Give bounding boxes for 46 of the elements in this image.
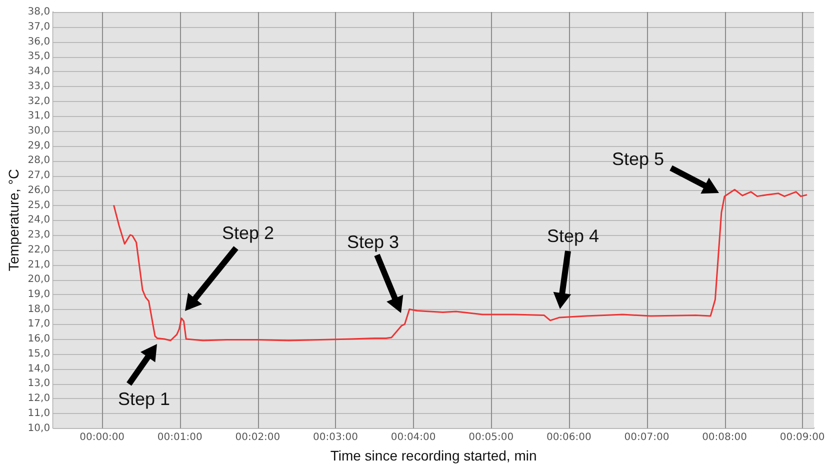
annotation: Step 5 — [612, 148, 664, 169]
y-tick-label: 37,0 — [28, 21, 50, 32]
annotation: Step 4 — [546, 226, 600, 246]
annotation: Step 2 — [222, 222, 274, 243]
x-tick-label: 00:09:00 — [780, 432, 825, 443]
y-tick-label: 27,0 — [28, 170, 50, 182]
x-tick-label: 00:03:00 — [313, 432, 358, 443]
x-tick-label: 00:07:00 — [624, 432, 670, 443]
y-tick-label: 30,0 — [28, 126, 50, 137]
y-tick-label: 21,0 — [28, 259, 50, 270]
x-tick-label: 00:06:00 — [546, 432, 592, 443]
y-tick-label: 17,0 — [28, 318, 50, 330]
y-tick-label: 14,0 — [28, 363, 50, 374]
y-tick-label: 18,0 — [28, 304, 50, 315]
y-tick-label: 33,0 — [28, 80, 50, 92]
y-tick-label: 26,0 — [28, 184, 50, 196]
y-tick-label: 32,0 — [28, 96, 50, 107]
y-tick-label: 19,0 — [28, 289, 50, 300]
x-tick-label: 00:00:00 — [80, 432, 125, 443]
x-tick-label: 00:01:00 — [157, 432, 202, 443]
x-tick-label: 00:05:00 — [468, 432, 514, 443]
y-tick-label: 36,0 — [28, 36, 50, 48]
x-tick-label: 00:08:00 — [702, 432, 747, 443]
x-tick-label: 00:04:00 — [390, 432, 436, 443]
y-tick-label: 34,0 — [28, 66, 50, 78]
y-tick-label: 35,0 — [28, 51, 50, 62]
y-tick-label: 22,0 — [28, 244, 50, 256]
y-tick-label: 31,0 — [28, 110, 50, 122]
x-tick-label: 00:02:00 — [235, 432, 280, 443]
y-tick-label: 23,0 — [28, 230, 50, 241]
y-tick-label: 29,0 — [28, 140, 50, 152]
annotation: Step 3 — [346, 232, 400, 252]
y-tick-label: 24,0 — [28, 214, 50, 226]
y-tick-label: 25,0 — [28, 200, 50, 211]
y-tick-label: 12,0 — [28, 393, 50, 404]
y-tick-label: 11,0 — [28, 408, 50, 419]
y-tick-label: 38,0 — [28, 6, 50, 18]
x-axis-title: Time since recording started, min — [330, 447, 537, 464]
y-tick-label: 20,0 — [28, 274, 50, 286]
y-tick-label: 13,0 — [28, 378, 50, 390]
y-tick-label: 28,0 — [28, 155, 50, 166]
annotation: Step 1 — [118, 388, 170, 409]
y-axis-title: Temperature, °C — [5, 169, 22, 272]
y-tick-label: 10,0 — [28, 422, 50, 434]
y-tick-label: 16,0 — [28, 334, 50, 345]
y-tick-label: 15,0 — [28, 348, 50, 360]
